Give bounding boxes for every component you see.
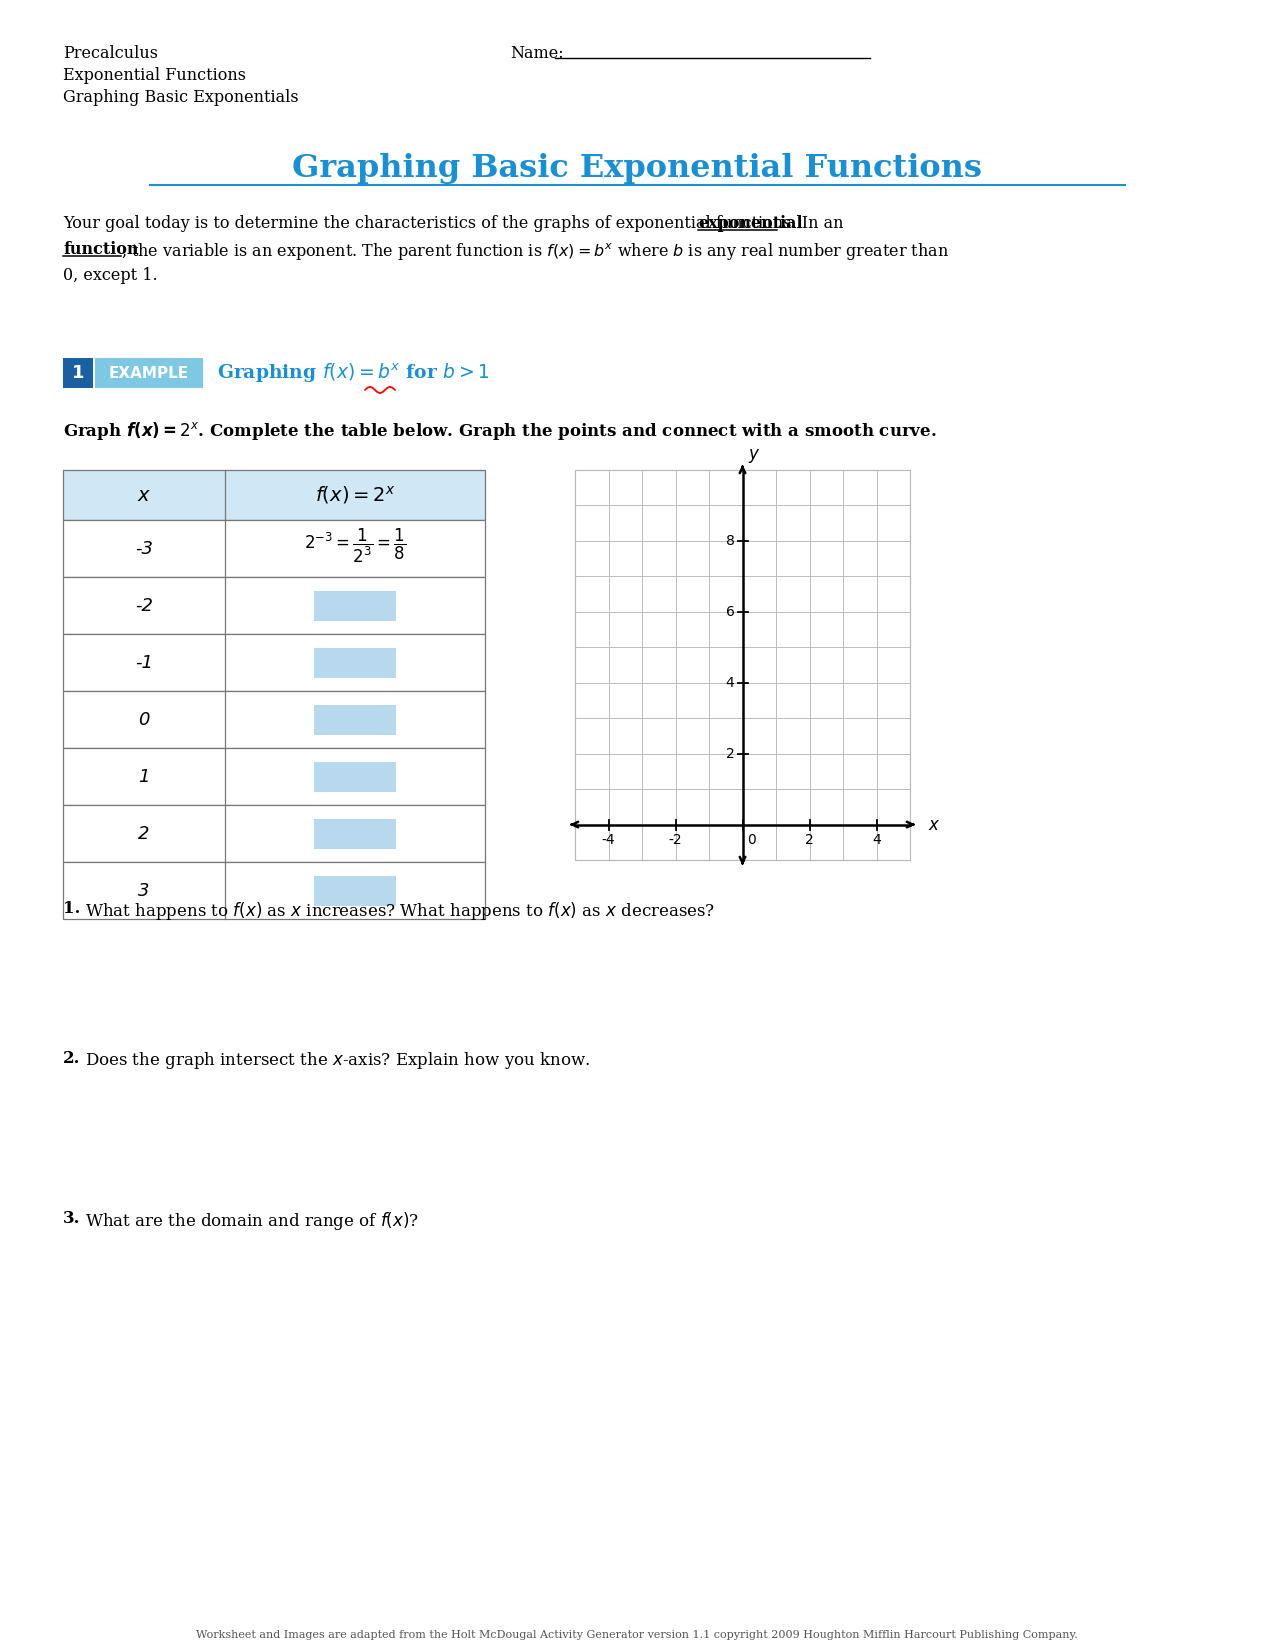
FancyBboxPatch shape — [62, 748, 485, 806]
Text: Graphing Basic Exponential Functions: Graphing Basic Exponential Functions — [292, 152, 982, 183]
Text: Name:: Name: — [510, 45, 564, 63]
Text: 2: 2 — [805, 832, 813, 847]
FancyBboxPatch shape — [314, 591, 397, 621]
Text: 0: 0 — [138, 710, 149, 728]
Text: , the variable is an exponent. The parent function is $f(x) = b^x$ where $b$ is : , the variable is an exponent. The paren… — [121, 241, 949, 263]
Text: $y$: $y$ — [748, 447, 761, 466]
FancyBboxPatch shape — [314, 761, 397, 791]
Text: 8: 8 — [725, 533, 734, 548]
Text: -1: -1 — [135, 654, 153, 672]
Text: -3: -3 — [135, 540, 153, 558]
Text: Your goal today is to determine the characteristics of the graphs of exponential: Your goal today is to determine the char… — [62, 215, 849, 233]
Text: Worksheet and Images are adapted from the Holt McDougal Activity Generator versi: Worksheet and Images are adapted from th… — [196, 1630, 1077, 1639]
FancyBboxPatch shape — [96, 358, 203, 388]
FancyBboxPatch shape — [62, 806, 485, 862]
FancyBboxPatch shape — [575, 471, 910, 860]
Text: 3: 3 — [138, 882, 149, 900]
Text: Does the graph intersect the $x$-axis? Explain how you know.: Does the graph intersect the $x$-axis? E… — [85, 1050, 590, 1071]
Text: Graphing $f(x) = b^x$ for $b > 1$: Graphing $f(x) = b^x$ for $b > 1$ — [217, 362, 490, 385]
FancyBboxPatch shape — [62, 358, 93, 388]
Text: $x$: $x$ — [136, 485, 152, 505]
FancyBboxPatch shape — [314, 875, 397, 905]
Text: -2: -2 — [135, 596, 153, 614]
Text: EXAMPLE: EXAMPLE — [108, 365, 189, 380]
Text: $f(x) = 2^x$: $f(x) = 2^x$ — [315, 484, 395, 505]
Text: 0, except 1.: 0, except 1. — [62, 267, 158, 284]
Text: What are the domain and range of $f(x)$?: What are the domain and range of $f(x)$? — [85, 1210, 419, 1232]
FancyBboxPatch shape — [314, 819, 397, 849]
Text: 4: 4 — [725, 675, 734, 690]
Text: What happens to $f(x)$ as $x$ increases? What happens to $f(x)$ as $x$ decreases: What happens to $f(x)$ as $x$ increases?… — [85, 900, 715, 921]
FancyBboxPatch shape — [314, 647, 397, 677]
Text: $2^{-3} = \dfrac{1}{2^3} = \dfrac{1}{8}$: $2^{-3} = \dfrac{1}{2^3} = \dfrac{1}{8}$ — [303, 527, 407, 565]
Text: function: function — [62, 241, 139, 258]
Text: Exponential Functions: Exponential Functions — [62, 68, 246, 84]
Text: -2: -2 — [668, 832, 682, 847]
Text: 1: 1 — [138, 768, 149, 786]
Text: exponential: exponential — [697, 215, 802, 233]
Text: 1: 1 — [71, 363, 84, 381]
Text: -4: -4 — [602, 832, 616, 847]
Text: Precalculus: Precalculus — [62, 45, 158, 63]
Text: 4: 4 — [872, 832, 881, 847]
Text: 2: 2 — [725, 746, 734, 761]
Text: 0: 0 — [747, 832, 756, 847]
FancyBboxPatch shape — [62, 692, 485, 748]
Text: Graph $\boldsymbol{f(x) = 2^x}$. Complete the table below. Graph the points and : Graph $\boldsymbol{f(x) = 2^x}$. Complet… — [62, 419, 937, 442]
Text: $x$: $x$ — [928, 816, 941, 834]
Text: Graphing Basic Exponentials: Graphing Basic Exponentials — [62, 89, 298, 106]
FancyBboxPatch shape — [314, 705, 397, 735]
Text: 2: 2 — [138, 824, 149, 842]
Text: 1.: 1. — [62, 900, 80, 916]
FancyBboxPatch shape — [62, 862, 485, 920]
FancyBboxPatch shape — [62, 576, 485, 634]
FancyBboxPatch shape — [62, 520, 485, 576]
Text: 2.: 2. — [62, 1050, 80, 1067]
Text: 6: 6 — [725, 604, 734, 619]
FancyBboxPatch shape — [62, 471, 485, 520]
FancyBboxPatch shape — [62, 634, 485, 692]
Text: 3.: 3. — [62, 1210, 80, 1227]
